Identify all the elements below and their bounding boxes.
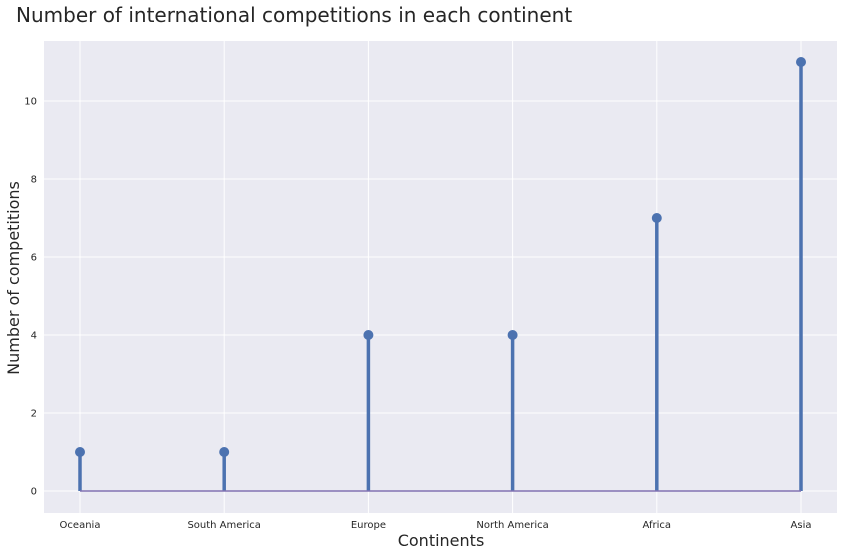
marker-europe [363, 330, 374, 340]
y-tick-label: 8 [31, 175, 37, 186]
x-axis-label: Continents [398, 531, 485, 550]
y-tick-label: 10 [24, 97, 37, 108]
markers [75, 57, 806, 457]
x-tick-label: Europe [351, 520, 386, 531]
x-tick-label: Africa [643, 520, 672, 531]
y-tick-labels: 0 2 4 6 8 10 [24, 97, 37, 498]
marker-asia [796, 57, 806, 67]
y-tick-label: 6 [31, 253, 37, 264]
y-axis-label: Number of competitions [4, 181, 23, 375]
y-tick-label: 4 [31, 331, 37, 342]
marker-south-america [219, 447, 230, 457]
marker-africa [651, 213, 662, 223]
x-tick-labels: Oceania South America Europe North America A… [60, 520, 812, 531]
chart-title: Number of international competitions in … [16, 3, 572, 27]
marker-north-america [507, 330, 518, 340]
y-tick-label: 2 [31, 409, 37, 420]
marker-oceania [75, 447, 85, 457]
x-tick-label: Asia [791, 520, 812, 531]
plot-area [44, 41, 837, 513]
x-tick-label: North America [476, 520, 548, 531]
x-tick-label: Oceania [60, 520, 101, 531]
stems [78, 62, 803, 491]
x-tick-label: South America [187, 520, 261, 531]
y-tick-label: 0 [31, 487, 37, 498]
